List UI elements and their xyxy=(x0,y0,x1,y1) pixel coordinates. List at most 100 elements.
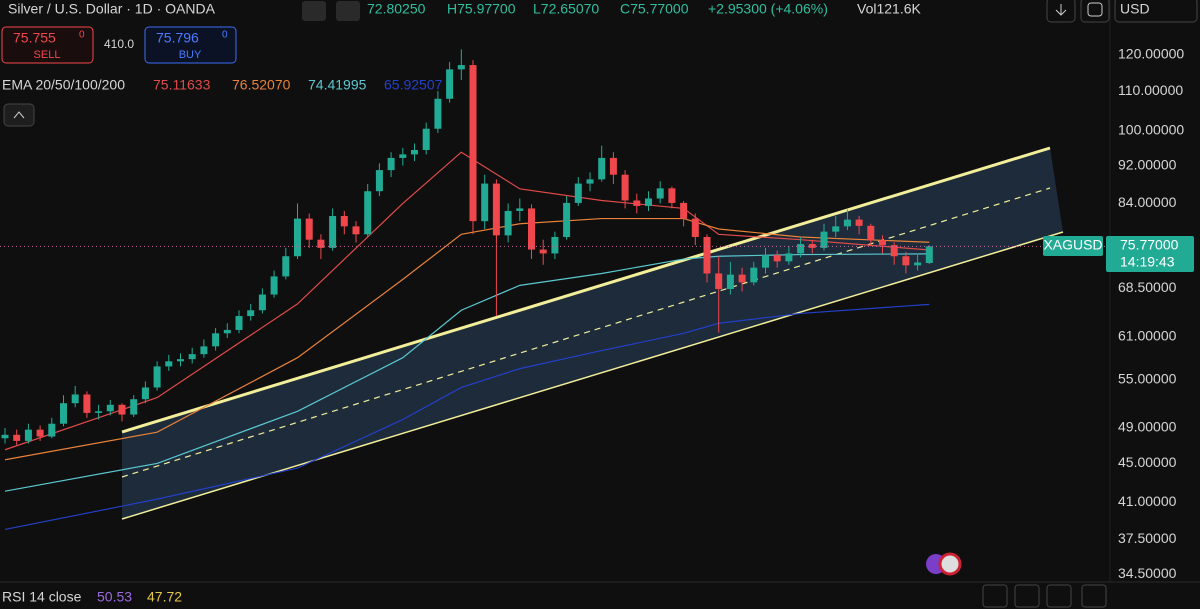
symbol: Silver / U.S. Dollar · 1D · OANDA xyxy=(8,1,216,17)
candle-body xyxy=(364,191,372,235)
expand-button[interactable] xyxy=(1046,584,1072,608)
channel-mid xyxy=(121,187,1051,478)
candle-body xyxy=(879,240,886,246)
candle-body xyxy=(528,208,535,250)
channel-lower xyxy=(121,231,1064,520)
currency-button[interactable] xyxy=(1114,0,1198,23)
candle-body xyxy=(411,149,418,155)
y-tick-label: 100.00000 xyxy=(1118,122,1184,138)
candle-body xyxy=(855,219,863,226)
arrow-icon xyxy=(1055,4,1067,16)
candle-body xyxy=(843,219,851,227)
candle-body xyxy=(715,273,723,290)
sell-pip: 0 xyxy=(79,30,85,41)
candle-body xyxy=(691,218,699,237)
scroll-button[interactable] xyxy=(1046,0,1076,23)
candle-body xyxy=(177,359,184,362)
candle-body xyxy=(633,200,641,206)
symbol-tag-text: XAGUSD xyxy=(1043,237,1102,253)
high: H75.97700 xyxy=(447,1,516,17)
buy-label: BUY xyxy=(179,49,202,61)
flag-icon[interactable] xyxy=(938,552,962,576)
candle-body xyxy=(925,246,933,264)
candle-body xyxy=(130,399,138,415)
chevron-icon xyxy=(13,111,25,119)
candle-body xyxy=(422,128,430,150)
collapse-button[interactable] xyxy=(3,103,35,127)
y-tick-label: 41.00000 xyxy=(1118,493,1177,509)
candle-body xyxy=(24,429,32,441)
sell-button[interactable] xyxy=(1,26,94,64)
candle-body xyxy=(797,244,805,254)
candle-body xyxy=(399,154,407,158)
y-tick-label: 37.50000 xyxy=(1118,530,1177,546)
candle-body xyxy=(212,333,220,347)
buy-pip: 0 xyxy=(222,30,228,41)
ema-line xyxy=(4,217,930,461)
candle-body xyxy=(914,262,922,266)
candle-body xyxy=(668,188,676,203)
candle-body xyxy=(890,245,898,257)
candle-body xyxy=(563,202,571,237)
ema-label: EMA 20/50/100/200 xyxy=(2,77,125,93)
candle-body xyxy=(352,226,360,235)
ema-line xyxy=(4,253,930,492)
candle-body xyxy=(551,236,559,254)
candle-body xyxy=(258,294,266,311)
ema-value: 74.41995 xyxy=(308,77,367,93)
candle-body xyxy=(106,404,114,412)
candle-body xyxy=(492,183,500,236)
countdown: 14:19:43 xyxy=(1120,254,1175,270)
candle-body xyxy=(726,274,734,290)
candle-body xyxy=(820,231,828,248)
candle-body xyxy=(446,69,454,99)
ema-value: 76.52070 xyxy=(232,77,291,93)
rsi-label: RSI 14 close xyxy=(2,589,82,605)
candle-body xyxy=(340,216,348,227)
delete-button[interactable] xyxy=(1014,584,1040,608)
y-tick-label: 45.00000 xyxy=(1118,454,1177,470)
candle-body xyxy=(247,310,255,317)
channel-upper xyxy=(121,146,1051,434)
candle-body xyxy=(317,239,325,248)
layout-button[interactable] xyxy=(1080,0,1110,23)
y-tick-label: 61.00000 xyxy=(1118,327,1177,343)
more-button[interactable] xyxy=(336,1,360,21)
candle-body xyxy=(71,394,79,404)
maximize-button[interactable] xyxy=(1081,584,1107,608)
sell-label: SELL xyxy=(34,49,61,61)
rsi-value: 47.72 xyxy=(147,589,182,605)
up-button[interactable] xyxy=(982,584,1008,608)
candle-body xyxy=(60,403,67,424)
rsi-value: 50.53 xyxy=(97,589,132,605)
candle-body xyxy=(457,65,465,70)
candle-body xyxy=(645,198,652,206)
candle-body xyxy=(270,276,278,295)
candle-body xyxy=(574,183,582,203)
y-tick-label: 68.50000 xyxy=(1118,279,1177,295)
y-tick-label: 92.00000 xyxy=(1118,156,1177,172)
y-tick-label: 49.00000 xyxy=(1118,419,1177,435)
ema-value: 65.92507 xyxy=(384,77,443,93)
buy-button[interactable] xyxy=(144,26,237,64)
candle-body xyxy=(738,274,746,283)
candle-body xyxy=(305,218,313,240)
candle-body xyxy=(165,361,173,367)
candle-body xyxy=(200,346,208,355)
square-icon xyxy=(1087,2,1103,17)
candle-body xyxy=(832,226,840,232)
flag-button[interactable] xyxy=(302,1,326,21)
candle-body xyxy=(481,183,489,222)
candle-body xyxy=(48,423,56,437)
candle-body xyxy=(680,202,688,219)
candle-body xyxy=(375,170,383,192)
candle-body xyxy=(434,98,442,129)
candle-body xyxy=(153,366,161,388)
symbol-tag xyxy=(1043,236,1103,256)
price-tag xyxy=(1106,236,1194,272)
candle-body xyxy=(785,253,793,262)
candle-body xyxy=(703,236,711,274)
candle-body xyxy=(329,216,337,248)
candle-body xyxy=(235,316,243,330)
